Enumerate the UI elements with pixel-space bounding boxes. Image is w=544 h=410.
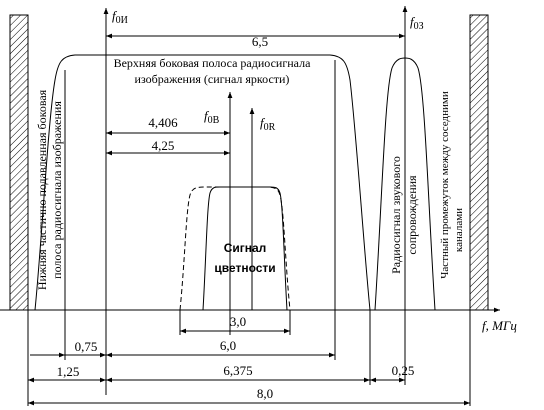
right-border [469, 14, 489, 311]
dimension: 0,75 [75, 339, 98, 354]
region-label: Частный промежуток между соседними [439, 91, 451, 279]
svg-text:f0B: f0B [204, 108, 220, 126]
carrier-label: f0B [204, 108, 220, 126]
region-label: сопровождения [405, 175, 419, 255]
dimension: 0,25 [392, 363, 415, 378]
dimension: 6,0 [220, 338, 236, 353]
dimension: 6,375 [223, 363, 252, 378]
dimension-lines [28, 33, 470, 406]
dimension: 6,5 [252, 34, 268, 49]
region-label: изображения (сигнал яркости) [135, 72, 290, 86]
svg-text:f0R: f0R [260, 115, 276, 133]
region-label: цветности [214, 261, 275, 275]
dimension-labels: 6,5 4,406 4,25 3,0 0,75 6,0 1,25 6,375 0… [57, 34, 415, 401]
dimension: 3,0 [230, 314, 246, 329]
region-label: Верхняя боковая полоса радиосигнала [114, 56, 311, 70]
region-label: полоса радиосигнала изображения [50, 101, 64, 279]
region-label: Сигнал [224, 241, 267, 255]
region-label: Радиосигнал звукового [389, 156, 403, 274]
dimension: 8,0 [257, 386, 273, 401]
dimension: 4,25 [152, 138, 175, 153]
carrier-label: f0З [410, 14, 424, 32]
video-spectrum [34, 54, 371, 311]
svg-text:f0И: f0И [112, 8, 128, 26]
axis-label: f, МГц [482, 318, 517, 333]
extension-lines [27, 60, 471, 406]
left-border [9, 14, 29, 311]
carrier-label: f0И [112, 8, 128, 26]
dimension: 4,406 [148, 115, 178, 130]
region-label: каналами [453, 208, 465, 252]
chroma-spectrum-inner [202, 186, 288, 311]
region-label: Нижняя частично подавленная боковая [35, 89, 49, 290]
svg-text:f0З: f0З [410, 14, 424, 32]
dimension: 1,25 [57, 364, 80, 379]
carrier-label: f0R [260, 115, 276, 133]
